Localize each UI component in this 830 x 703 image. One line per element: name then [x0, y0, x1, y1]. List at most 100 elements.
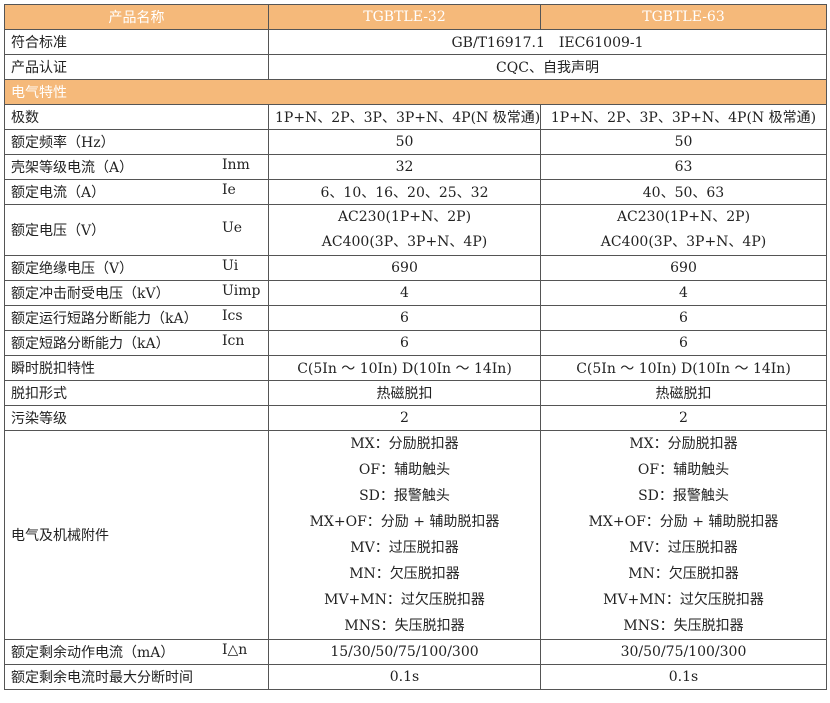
row-label: 电气及机械附件 [4, 430, 269, 640]
accessory-list: MX：分励脱扣器 OF：辅助触头 SD：报警触头 MX+OF：分励 + 辅助脱扣器 MV… [540, 430, 827, 640]
table-row: 额定剩余电流时最大分断时间 0.1s 0.1s [4, 664, 827, 690]
table-row: 额定冲击耐受电压（kV） Uimp 4 4 [4, 280, 827, 306]
accessory-item: MV：过压脱扣器 [350, 540, 459, 556]
symbol [222, 107, 262, 127]
symbol [222, 358, 262, 378]
label-text: 额定短路分断能力（kA） [11, 336, 170, 352]
symbol [222, 408, 262, 428]
row-value: 690 [540, 255, 827, 281]
table-row: 额定绝缘电压（V） Ui 690 690 [4, 255, 827, 281]
row-label: 额定剩余动作电流（mA） I△n [4, 639, 269, 665]
row-value: 2 [540, 405, 827, 431]
row-value: 4 [268, 280, 541, 306]
accessory-item: OF：辅助触头 [637, 462, 730, 478]
table-row: 瞬时脱扣特性 C(5In ～ 10In) D(10In ～ 14In) C(5In … [4, 355, 827, 381]
table-row: 额定剩余动作电流（mA） I△n 15/30/50/75/100/300 30/50/… [4, 639, 827, 665]
row-label: 额定冲击耐受电压（kV） Uimp [4, 280, 269, 306]
symbol: Ue [222, 220, 243, 236]
row-value: 热磁脱扣 [540, 380, 827, 406]
label-text: 脱扣形式 [11, 386, 67, 402]
table-row: 壳架等级电流（A） Inm 32 63 [4, 154, 827, 180]
table-row: 脱扣形式 热磁脱扣 热磁脱扣 [4, 380, 827, 406]
header-row: 产品名称 TGBTLE-32 TGBTLE-63 [4, 4, 827, 30]
section-row: 电气特性 [4, 79, 827, 105]
row-label: 符合标准 [4, 29, 269, 55]
accessory-item: MNS：失压脱扣器 [623, 618, 744, 634]
accessory-item: MV+MN：过欠压脱扣器 [324, 592, 485, 608]
accessory-item: MX+OF：分励 + 辅助脱扣器 [588, 514, 779, 530]
symbol: I△n [222, 642, 248, 658]
row-value: 6 [540, 330, 827, 356]
table-row: 额定电流（A） Ie 6、10、16、20、25、32 40、50、63 [4, 179, 827, 205]
label-text: 额定冲击耐受电压（kV） [11, 286, 170, 302]
symbol [222, 383, 262, 403]
value-line: AC400(3P、3P+N、4P) [321, 234, 488, 250]
header-model: TGBTLE-63 [540, 4, 827, 30]
label-text: 壳架等级电流（A） [11, 160, 134, 176]
table-row: 额定频率（Hz） 50 50 [4, 129, 827, 155]
row-value: C(5In ～ 10In) D(10In ～ 14In) [268, 355, 541, 381]
row-label: 壳架等级电流（A） Inm [4, 154, 269, 180]
accessory-item: MV：过压脱扣器 [629, 540, 738, 556]
row-value: 50 [540, 129, 827, 155]
value-line: AC230(1P+N、2P) [337, 209, 472, 225]
value-line: AC400(3P、3P+N、4P) [600, 234, 767, 250]
label-text: 额定频率（Hz） [11, 135, 115, 151]
label-text: 额定剩余动作电流（mA） [11, 645, 175, 661]
row-value: 6 [540, 305, 827, 331]
table-row: 额定短路分断能力（kA） Icn 6 6 [4, 330, 827, 356]
symbol: Ui [222, 258, 239, 274]
row-value: 6 [268, 305, 541, 331]
row-value: 1P+N、2P、3P、3P+N、4P(N 极常通) [540, 104, 827, 130]
row-value: 690 [268, 255, 541, 281]
row-value: 0.1s [268, 664, 541, 690]
label-text: 额定电压（V） [11, 223, 106, 239]
row-value: 15/30/50/75/100/300 [268, 639, 541, 665]
row-value: GB/T16917.1 IEC61009-1 [268, 29, 827, 55]
row-value: 30/50/75/100/300 [540, 639, 827, 665]
table-row: 电气及机械附件 MX：分励脱扣器 OF：辅助触头 SD：报警触头 MX+OF：分励 + … [4, 430, 827, 640]
header-model: TGBTLE-32 [268, 4, 541, 30]
spec-table: 产品名称 TGBTLE-32 TGBTLE-63 符合标准 GB/T16917.1 IE… [4, 4, 827, 690]
row-value: 6 [268, 330, 541, 356]
row-label: 极数 [4, 104, 269, 130]
row-label: 额定剩余电流时最大分断时间 [4, 664, 269, 690]
row-label: 额定电压（V） Ue [4, 204, 269, 256]
value-line: AC230(1P+N、2P) [616, 209, 751, 225]
section-title: 电气特性 [4, 79, 827, 105]
label-text: 额定剩余电流时最大分断时间 [11, 670, 193, 686]
accessory-item: MV+MN：过欠压脱扣器 [603, 592, 764, 608]
symbol: Inm [222, 157, 250, 173]
label-text: 污染等级 [11, 411, 67, 427]
accessory-item: MN：欠压脱扣器 [628, 566, 739, 582]
accessory-list: MX：分励脱扣器 OF：辅助触头 SD：报警触头 MX+OF：分励 + 辅助脱扣器 MV… [268, 430, 541, 640]
row-value: 2 [268, 405, 541, 431]
accessory-item: MN：欠压脱扣器 [349, 566, 460, 582]
accessory-item: OF：辅助触头 [358, 462, 451, 478]
table-row: 额定电压（V） Ue AC230(1P+N、2P) AC400(3P、3P+N、4P)… [4, 204, 827, 256]
accessory-item: SD：报警触头 [638, 488, 729, 504]
accessory-item: MX+OF：分励 + 辅助脱扣器 [309, 514, 500, 530]
row-value: 1P+N、2P、3P、3P+N、4P(N 极常通) [268, 104, 541, 130]
symbol: Ie [222, 182, 236, 198]
header-name: 产品名称 [4, 4, 269, 30]
row-label: 额定频率（Hz） [4, 129, 269, 155]
row-label: 额定电流（A） Ie [4, 179, 269, 205]
label-text: 额定电流（A） [11, 185, 106, 201]
label-text: 极数 [11, 110, 39, 126]
row-value: 63 [540, 154, 827, 180]
row-value: 0.1s [540, 664, 827, 690]
symbol [222, 132, 262, 152]
row-value: 4 [540, 280, 827, 306]
row-value: 50 [268, 129, 541, 155]
row-label: 产品认证 [4, 54, 269, 80]
table-row: 极数 1P+N、2P、3P、3P+N、4P(N 极常通) 1P+N、2P、3P、3P… [4, 104, 827, 130]
symbol: Uimp [222, 283, 261, 299]
row-value: 32 [268, 154, 541, 180]
row-value: AC230(1P+N、2P) AC400(3P、3P+N、4P) [268, 204, 541, 256]
accessory-item: MNS：失压脱扣器 [344, 618, 465, 634]
row-value: AC230(1P+N、2P) AC400(3P、3P+N、4P) [540, 204, 827, 256]
row-value: 40、50、63 [540, 179, 827, 205]
row-label: 脱扣形式 [4, 380, 269, 406]
label-text: 额定绝缘电压（V） [11, 261, 134, 277]
